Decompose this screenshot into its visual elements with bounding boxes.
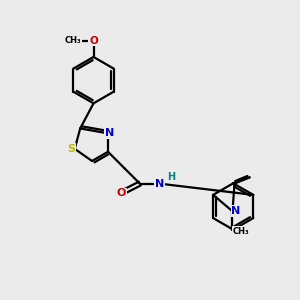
Text: N: N <box>105 128 114 138</box>
Text: CH₃: CH₃ <box>232 226 249 236</box>
Text: H: H <box>167 172 176 182</box>
Text: O: O <box>116 188 126 198</box>
Text: O: O <box>89 36 98 46</box>
Text: N: N <box>155 178 164 189</box>
Text: N: N <box>231 206 241 216</box>
Text: S: S <box>67 144 75 154</box>
Text: CH₃: CH₃ <box>64 36 81 45</box>
